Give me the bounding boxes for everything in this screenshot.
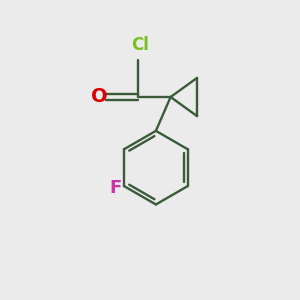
Text: F: F — [110, 178, 122, 196]
Text: Cl: Cl — [131, 36, 148, 54]
Text: O: O — [91, 88, 108, 106]
